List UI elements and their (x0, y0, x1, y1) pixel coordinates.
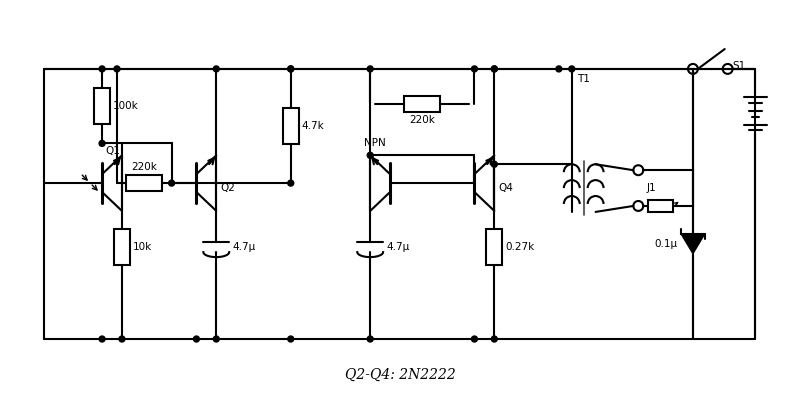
Circle shape (287, 66, 294, 72)
Bar (126, 175, 162, 191)
Text: 0.27k: 0.27k (505, 242, 534, 252)
Circle shape (168, 180, 175, 186)
Bar (648, 200, 673, 212)
Circle shape (569, 66, 575, 72)
Circle shape (214, 66, 219, 72)
Text: S1: S1 (733, 61, 746, 71)
Text: J1: J1 (646, 183, 656, 193)
Text: Q2: Q2 (220, 183, 235, 193)
Circle shape (472, 66, 477, 72)
Circle shape (491, 161, 497, 167)
Bar (283, 108, 299, 144)
Bar (94, 88, 110, 124)
Text: 4.7μ: 4.7μ (386, 242, 410, 252)
Circle shape (491, 66, 497, 72)
Bar (487, 229, 503, 265)
Bar (404, 96, 440, 111)
Circle shape (99, 66, 105, 72)
Circle shape (287, 66, 294, 72)
Circle shape (287, 336, 294, 342)
Text: 100k: 100k (113, 101, 139, 111)
Circle shape (472, 336, 477, 342)
Text: NPN: NPN (364, 139, 386, 148)
Circle shape (214, 336, 219, 342)
Circle shape (114, 66, 120, 72)
Circle shape (367, 152, 373, 158)
Circle shape (99, 140, 105, 146)
Circle shape (556, 66, 562, 72)
Text: 4.7k: 4.7k (302, 121, 325, 131)
Circle shape (99, 336, 105, 342)
Circle shape (491, 336, 497, 342)
Text: 220k: 220k (131, 162, 157, 172)
Circle shape (194, 336, 199, 342)
Polygon shape (681, 234, 705, 254)
Circle shape (367, 336, 373, 342)
Text: 220k: 220k (410, 115, 435, 125)
Text: T1: T1 (577, 74, 590, 84)
Text: Q2-Q4: 2N2222: Q2-Q4: 2N2222 (345, 368, 455, 382)
Text: Q1: Q1 (105, 146, 120, 156)
Circle shape (287, 180, 294, 186)
Text: 0.1μ: 0.1μ (654, 239, 677, 249)
Text: 10k: 10k (133, 242, 152, 252)
Circle shape (491, 66, 497, 72)
Text: Q4: Q4 (499, 183, 513, 193)
Circle shape (119, 336, 125, 342)
Circle shape (367, 66, 373, 72)
Text: 4.7μ: 4.7μ (232, 242, 256, 252)
Bar (114, 229, 130, 265)
